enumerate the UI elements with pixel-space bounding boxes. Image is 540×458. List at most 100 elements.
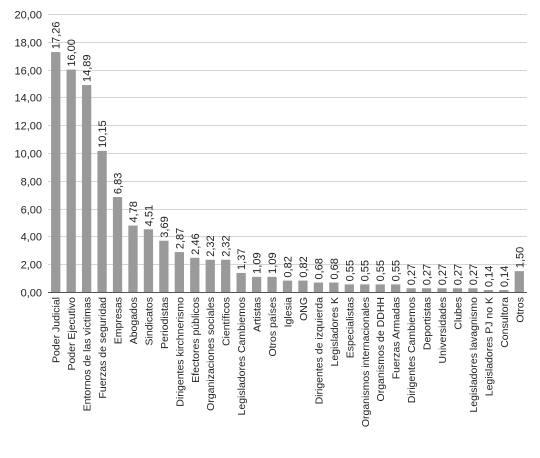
bar <box>190 257 200 292</box>
value-label: 0,55 <box>344 260 356 281</box>
y-tick-label: 0,00 <box>21 288 42 300</box>
y-tick-label: 4,00 <box>21 232 42 244</box>
y-tick-label: 14,00 <box>14 93 42 105</box>
value-label: 0,14 <box>483 266 495 287</box>
bar <box>406 288 416 292</box>
bar <box>267 276 277 292</box>
value-label: 2,46 <box>190 233 202 254</box>
value-label: 0,82 <box>298 256 310 277</box>
bar <box>159 240 169 292</box>
value-label: 0,27 <box>468 264 480 285</box>
value-label: 1,50 <box>514 247 526 268</box>
value-label: 4,51 <box>143 205 155 226</box>
value-label: 0,27 <box>437 264 449 285</box>
bar <box>499 290 509 292</box>
bar <box>329 282 339 292</box>
bar <box>483 290 494 292</box>
value-label: 16,00 <box>66 39 78 67</box>
category-label: Universidades <box>437 297 449 364</box>
bar <box>344 284 354 292</box>
category-label: Artistas <box>252 297 264 332</box>
category-label: Legisladores K <box>329 297 341 366</box>
bar <box>514 271 524 292</box>
y-tick-label: 6,00 <box>21 205 42 217</box>
value-label: 1,09 <box>267 252 279 273</box>
bar <box>360 284 370 292</box>
bar <box>391 284 401 292</box>
category-label: Legisladores lavagnismo <box>468 297 480 413</box>
category-label: Fuerzas de seguridad <box>97 297 109 399</box>
category-label: Especialistas <box>344 297 356 358</box>
bar <box>298 280 308 292</box>
category-label: Legisladores Cambiemos <box>236 297 248 415</box>
value-label: 0,55 <box>391 260 403 281</box>
category-label: Legisladores PJ no K <box>483 297 495 396</box>
category-label: Otros países <box>267 297 279 357</box>
category-label: Dirigentes kirchnerismo <box>174 297 186 407</box>
bar <box>421 288 432 292</box>
value-label: 1,09 <box>252 252 264 273</box>
value-label: 2,87 <box>174 228 186 249</box>
category-label: Otros <box>514 297 526 323</box>
category-label: Efectores públicos <box>190 297 202 383</box>
bars <box>51 52 524 293</box>
bar <box>174 252 184 292</box>
value-label: 0,27 <box>422 264 434 285</box>
category-label: Deportistas <box>422 297 434 350</box>
value-label: 1,37 <box>236 249 248 270</box>
value-label: 0,68 <box>329 258 341 279</box>
bar <box>452 288 463 292</box>
category-label: Abogados <box>128 297 140 344</box>
category-label: Empresas <box>113 297 125 344</box>
category-label: Organismos internacionales <box>360 297 372 427</box>
category-label: Sindicatos <box>143 297 155 345</box>
y-tick-label: 16,00 <box>14 66 42 78</box>
bar <box>143 229 154 292</box>
value-label: 0,27 <box>406 264 418 285</box>
category-label: Fuerzas Armadas <box>391 297 403 379</box>
value-label: 0,55 <box>375 260 387 281</box>
value-label: 6,83 <box>113 173 125 194</box>
value-label: 14,89 <box>82 54 94 82</box>
value-label: 0,14 <box>499 266 511 287</box>
category-label: Poder Judicial <box>51 297 63 363</box>
value-label: 0,55 <box>360 260 372 281</box>
category-label: ONG <box>298 297 310 321</box>
category-label: Científicos <box>221 297 233 346</box>
value-label: 2,32 <box>221 235 233 256</box>
y-tick-label: 2,00 <box>21 260 42 272</box>
grid-lines <box>48 14 527 265</box>
value-label: 0,27 <box>452 264 464 285</box>
value-label: 0,68 <box>313 258 325 279</box>
y-tick-label: 8,00 <box>21 177 42 189</box>
bar <box>51 52 61 292</box>
category-label: Iglesia <box>283 297 295 328</box>
bar <box>236 272 246 292</box>
y-axis-tick-labels: 0,00 2,00 4,00 6,00 8,00 10,00 12,00 14,00 16,00… <box>14 10 42 300</box>
bar <box>221 259 231 292</box>
category-label: Entornos de las víctimas <box>82 297 94 411</box>
category-label: Dirigentes Cambiemos <box>406 297 418 403</box>
category-label: Clubes <box>452 297 464 330</box>
bar <box>205 259 215 292</box>
category-labels: Poder Judicial Poder Ejecutivo Entornos de… <box>51 297 527 427</box>
y-tick-label: 12,00 <box>14 121 42 133</box>
value-label: 0,82 <box>283 256 295 277</box>
bar <box>375 284 385 292</box>
bar <box>313 282 324 292</box>
category-label: Periodistas <box>159 297 171 349</box>
bar <box>128 225 138 292</box>
y-tick-label: 10,00 <box>14 149 42 161</box>
category-label: Dirigentes de izquierda <box>313 297 325 405</box>
value-label: 17,26 <box>51 22 63 50</box>
bar <box>112 197 123 292</box>
bar <box>282 280 293 292</box>
value-label: 4,78 <box>128 201 140 222</box>
bar <box>81 85 92 293</box>
y-tick-label: 20,00 <box>14 10 42 22</box>
category-label: Organismos de DDHH <box>375 297 387 401</box>
bar <box>251 276 262 292</box>
value-label: 10,15 <box>97 120 109 148</box>
